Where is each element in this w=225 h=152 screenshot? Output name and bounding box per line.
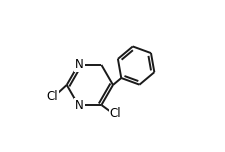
Text: Cl: Cl	[109, 107, 121, 120]
Text: N: N	[75, 58, 83, 71]
Text: Cl: Cl	[46, 90, 57, 103]
Text: N: N	[75, 99, 83, 112]
